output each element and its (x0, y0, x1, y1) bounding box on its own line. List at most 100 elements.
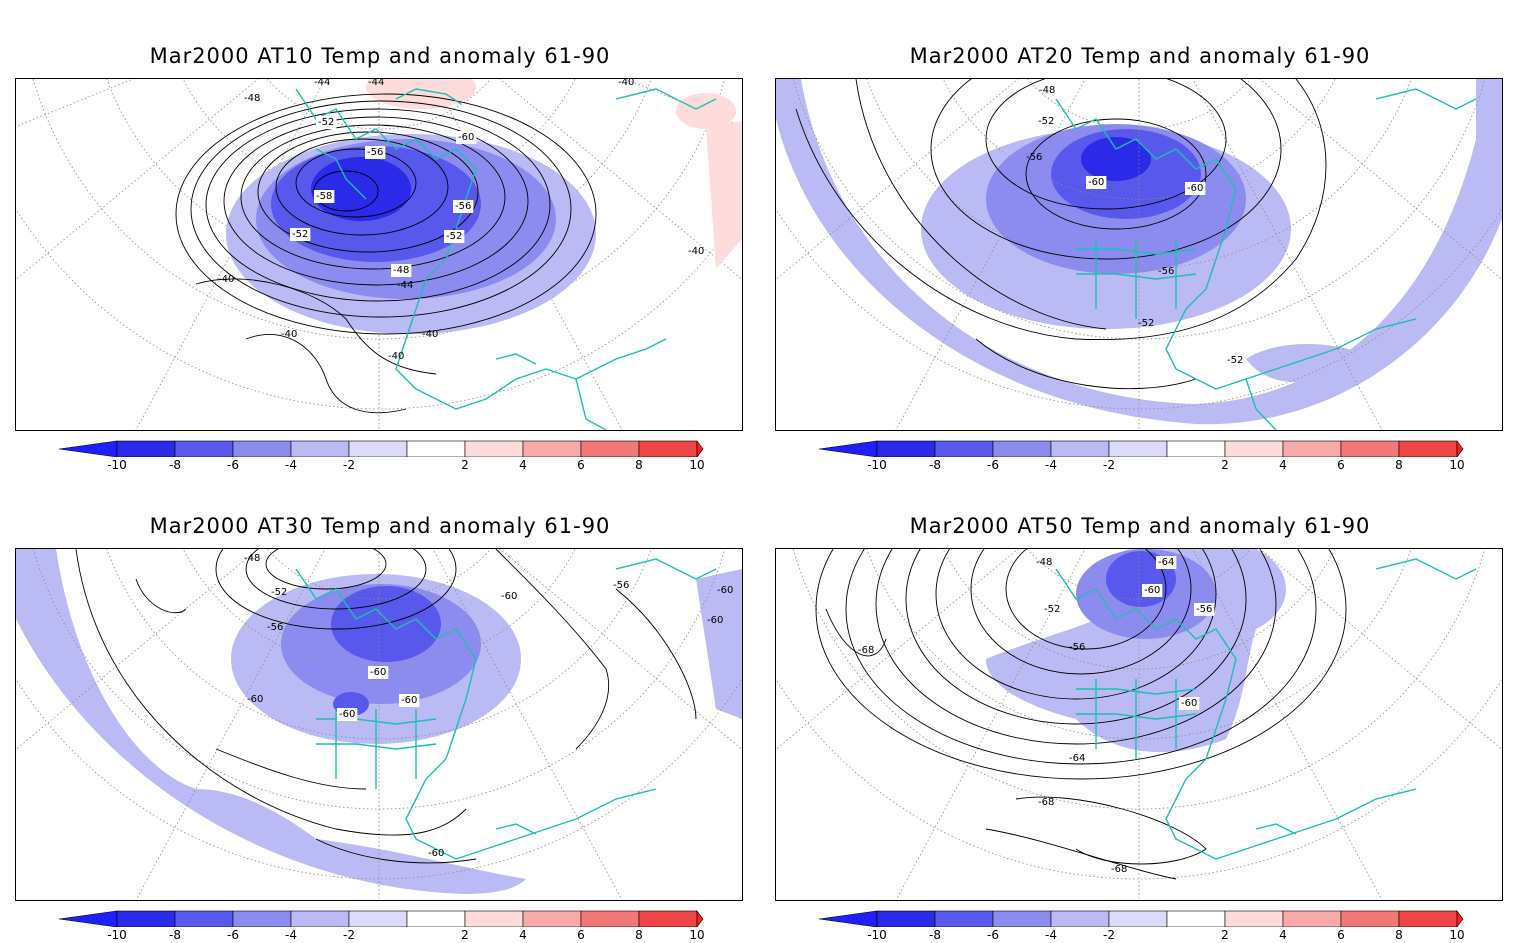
contour-label: -40 (388, 351, 404, 362)
contour-label: -56 (367, 147, 383, 158)
contour-label: -60 (1187, 183, 1203, 194)
colorbar-segment (174, 910, 234, 928)
colorbar-arrow-high (696, 910, 704, 928)
colorbar-segment (1398, 440, 1458, 458)
map-frame: -48 -52 -56 -60 -56 -60 -60 -60 -60 -60 … (15, 548, 743, 901)
contour-label: -60 (1144, 585, 1160, 596)
graticule (776, 79, 1502, 430)
colorbar-segment (580, 440, 640, 458)
colorbar-segment (1224, 440, 1284, 458)
contour-label: -40 (218, 274, 234, 285)
colorbar-tick-label: -6 (227, 928, 239, 942)
colorbar-segment (116, 440, 176, 458)
contour-label: -58 (316, 191, 332, 202)
map-frame: -44 -44 -40 -48 -52 -60 -56 -58 -56 -52 … (15, 78, 743, 431)
map-frame: -48 -52 -56 -60 -60 -56 -52 -52 (775, 78, 1503, 431)
contour-label: -60 (247, 694, 263, 705)
contour-label: -44 (368, 79, 384, 88)
colorbar-tick-label: 6 (577, 458, 585, 472)
contour-label: -44 (397, 280, 413, 291)
contour-label: -40 (618, 79, 634, 88)
colorbar-tick-label: -2 (1103, 458, 1115, 472)
colorbar-segment (1050, 910, 1110, 928)
colorbar-graphic (818, 910, 1464, 928)
colorbar-segment (1282, 910, 1342, 928)
contour-label: -60 (1088, 177, 1104, 188)
temperature-contours (815, 549, 1347, 880)
colorbar-segment (174, 440, 234, 458)
panel-title: Mar2000 AT10 Temp and anomaly 61-90 (149, 44, 611, 68)
contour-label: -56 (1158, 266, 1174, 277)
colorbar-segment (290, 910, 350, 928)
contour-label: -48 (1039, 85, 1055, 96)
contour-label: -64 (1158, 557, 1174, 568)
panel-title: Mar2000 AT20 Temp and anomaly 61-90 (909, 44, 1371, 68)
polar-map: -44 -44 -40 -48 -52 -60 -56 -58 -56 -52 … (16, 79, 742, 430)
contour-label: -52 (292, 229, 308, 240)
polar-map: -48 -64 -60 -52 -56 -56 -68 -60 -64 -68 … (776, 549, 1502, 900)
colorbar-tick-label: 2 (461, 928, 469, 942)
contour-label: -52 (1227, 355, 1243, 366)
colorbar-tick-label: -2 (343, 458, 355, 472)
contour-label: -52 (446, 231, 462, 242)
colorbar-tick-label: 4 (1279, 458, 1287, 472)
contour-label: -40 (422, 329, 438, 340)
colorbar-segment (232, 910, 292, 928)
contour-labels: -44 -44 -40 -48 -52 -60 -56 -58 -56 -52 … (218, 79, 704, 362)
panel-title: Mar2000 AT50 Temp and anomaly 61-90 (909, 514, 1371, 538)
colorbar-arrow-low (818, 440, 878, 458)
colorbar-tick-label: 4 (519, 928, 527, 942)
contour-labels: -48 -52 -56 -60 -56 -60 -60 -60 -60 -60 … (244, 553, 733, 859)
contour-label: -56 (1069, 642, 1085, 653)
colorbar-segment (348, 440, 408, 458)
colorbar-tick-label: 4 (519, 458, 527, 472)
map-panel-at50: Mar2000 AT50 Temp and anomaly 61-90 (760, 470, 1520, 942)
colorbar-tick-label: 8 (1395, 458, 1403, 472)
contour-label: -44 (314, 79, 330, 88)
contour-label: -40 (281, 329, 297, 340)
colorbar: -10 -8 -6 -4 -2 2 4 6 8 10 (815, 437, 1465, 473)
colorbar-arrow-high (1456, 910, 1464, 928)
colorbar-segment (290, 440, 350, 458)
colorbar-tick-label: 2 (461, 458, 469, 472)
contour-labels: -48 -64 -60 -52 -56 -56 -68 -60 -64 -68 … (858, 556, 1215, 875)
contour-label: -56 (1026, 152, 1042, 163)
colorbar-segment (406, 910, 466, 928)
colorbar-arrow-high (696, 440, 704, 458)
colorbar-segment (992, 440, 1052, 458)
temperature-contours (75, 549, 697, 864)
colorbar-segment (1166, 440, 1226, 458)
anomaly-shading (226, 79, 742, 334)
colorbar-tick-label: 8 (635, 458, 643, 472)
colorbar-segment (1340, 910, 1400, 928)
contour-label: -48 (393, 265, 409, 276)
colorbar-arrow-low (58, 440, 118, 458)
contour-label: -52 (271, 587, 287, 598)
contour-label: -48 (244, 93, 260, 104)
colorbar-arrow-low (818, 910, 878, 928)
contour-label: -60 (717, 585, 733, 596)
colorbar-segment (406, 440, 466, 458)
colorbar-tick-label: -2 (343, 928, 355, 942)
colorbar-tick-label: 10 (689, 928, 705, 942)
colorbar-graphic (58, 440, 704, 458)
colorbar-tick-label: -8 (169, 458, 181, 472)
colorbar-tick-label: -4 (1045, 458, 1057, 472)
colorbar-tick-label: 2 (1221, 458, 1229, 472)
colorbar-segment (1398, 910, 1458, 928)
colorbar-tick-label: 6 (577, 928, 585, 942)
contour-label: -56 (1196, 604, 1212, 615)
colorbar-tick-label: 10 (689, 458, 705, 472)
colorbar-segment (1166, 910, 1226, 928)
contour-label: -60 (707, 615, 723, 626)
colorbar-tick-label: -6 (987, 928, 999, 942)
colorbar-segment (934, 440, 994, 458)
colorbar-tick-label: 2 (1221, 928, 1229, 942)
contour-label: -60 (458, 132, 474, 143)
colorbar-segment (1050, 440, 1110, 458)
colorbar-tick-label: -8 (169, 928, 181, 942)
colorbar-tick-label: -8 (929, 458, 941, 472)
colorbar-segment (1282, 440, 1342, 458)
contour-label: -52 (1044, 604, 1060, 615)
colorbar-tick-label: -10 (867, 928, 887, 942)
